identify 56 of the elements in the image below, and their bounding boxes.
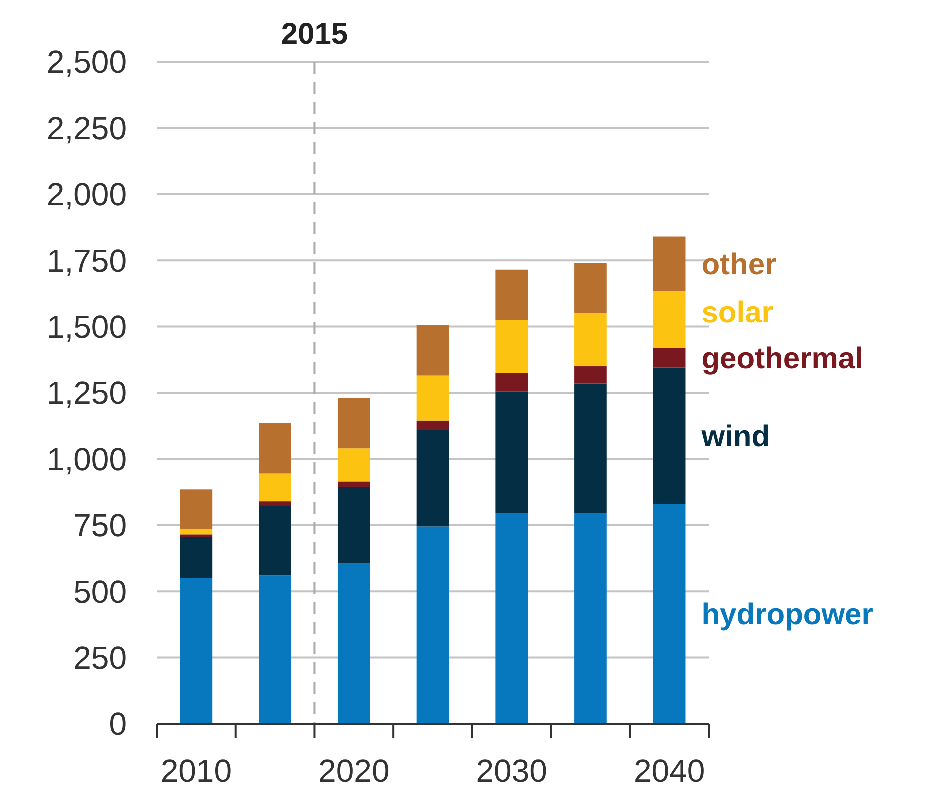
x-tick-label: 2040 (634, 753, 706, 786)
bar (180, 537, 213, 578)
bar (416, 430, 450, 527)
bar (338, 564, 370, 724)
y-tick-label: 1,000 (46, 441, 127, 478)
bar (259, 506, 292, 576)
y-tick-label: 0 (109, 706, 127, 742)
y-tick-label: 250 (74, 640, 127, 676)
x-tick-label: 2030 (476, 753, 548, 786)
bar (496, 373, 528, 392)
bar (180, 578, 213, 724)
x-tick-label: 2020 (318, 753, 390, 786)
bar (338, 487, 370, 564)
bar (496, 513, 528, 724)
bar (653, 504, 686, 724)
bar (259, 474, 292, 502)
text: 2015 (281, 18, 348, 51)
bar (653, 368, 686, 504)
series-label: geothermal (702, 342, 864, 376)
series-label: wind (700, 420, 770, 454)
bar (496, 392, 528, 514)
y-tick-label: 500 (74, 574, 127, 610)
bar (653, 291, 686, 348)
bar (416, 526, 450, 724)
bar (574, 314, 607, 367)
bar (259, 576, 292, 724)
bar (259, 502, 292, 506)
bar (259, 423, 292, 474)
y-tick-label: 1,750 (46, 242, 127, 279)
bar (338, 448, 370, 482)
bar (338, 398, 370, 449)
bar (416, 376, 450, 421)
bar (338, 482, 370, 488)
bar (574, 263, 607, 314)
x-tick-label: 2010 (160, 753, 232, 786)
y-tick-label: 2,500 (46, 44, 127, 80)
y-tick-label: 1,500 (46, 309, 127, 345)
series-label: hydropower (702, 598, 874, 632)
bar (496, 270, 528, 320)
bar (496, 320, 528, 374)
bar (574, 384, 607, 514)
bar (416, 420, 450, 430)
bar (574, 513, 607, 724)
y-tick-label: 2,000 (46, 176, 127, 213)
bar (653, 348, 686, 368)
bar (180, 529, 213, 535)
series-label: solar (702, 296, 774, 330)
y-tick-label: 1,250 (46, 375, 127, 412)
bar (180, 534, 213, 538)
series-label: other (702, 248, 778, 282)
y-tick-label: 750 (74, 508, 127, 544)
bar (574, 366, 607, 384)
bar (653, 236, 686, 292)
y-tick-label: 2,250 (46, 110, 127, 146)
bar (416, 325, 450, 376)
bar (180, 490, 213, 530)
